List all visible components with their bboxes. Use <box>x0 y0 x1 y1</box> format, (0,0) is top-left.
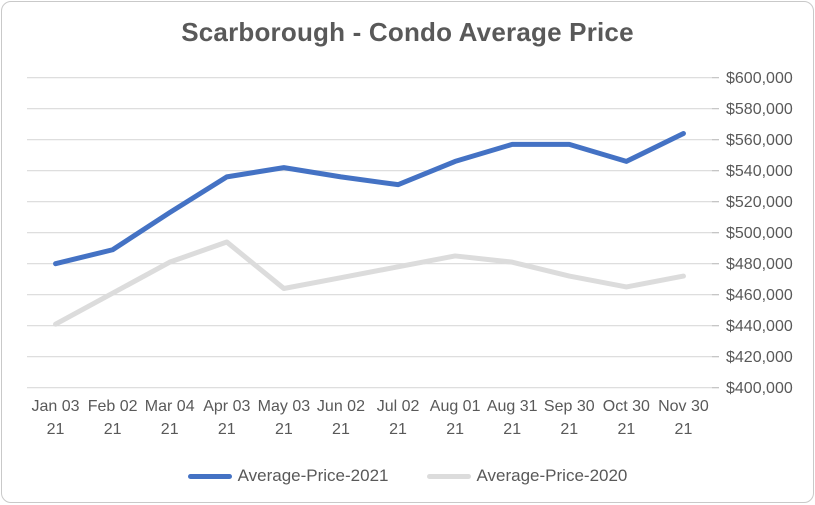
y-tick-label: $520,000 <box>726 194 793 211</box>
x-tick-label-date: Nov 30 <box>658 398 709 415</box>
x-tick-label-date: Feb 02 <box>88 398 138 415</box>
legend-item-2021: Average-Price-2021 <box>187 466 389 486</box>
x-tick-label-date: Sep 30 <box>544 398 595 415</box>
x-tick-label-year: 21 <box>560 421 578 438</box>
y-tick-label: $460,000 <box>726 287 793 304</box>
series-line-average-price-2020 <box>53 239 686 327</box>
x-tick-label-year: 21 <box>675 421 693 438</box>
legend-line-swatch-2021 <box>187 473 232 479</box>
x-tick-label-date: Jan 03 <box>32 398 80 415</box>
y-tick-label: $500,000 <box>726 225 793 242</box>
legend-label-2020: Average-Price-2020 <box>476 466 628 485</box>
chart-title: Scarborough - Condo Average Price <box>181 17 634 47</box>
x-tick-label-year: 21 <box>218 421 236 438</box>
y-tick-label: $540,000 <box>726 163 793 180</box>
x-tick-label-year: 21 <box>389 421 407 438</box>
x-tick-label-date: Mar 04 <box>145 398 195 415</box>
y-tick-label: $580,000 <box>726 101 793 118</box>
x-tick-label-date: May 03 <box>258 398 311 415</box>
y-tick-label: $600,000 <box>726 70 793 87</box>
y-tick-label: $480,000 <box>726 256 793 273</box>
y-tick-label: $560,000 <box>726 132 793 149</box>
x-tick-label-year: 21 <box>161 421 179 438</box>
x-tick-label-year: 21 <box>617 421 635 438</box>
x-tick-label-date: Oct 30 <box>603 398 650 415</box>
series-line-average-price-2021 <box>53 131 686 267</box>
chart-legend: Average-Price-2021 Average-Price-2020 <box>2 466 813 486</box>
x-tick-label-date: Jul 02 <box>377 398 420 415</box>
x-tick-label-date: Jun 02 <box>317 398 365 415</box>
x-tick-label-year: 21 <box>47 421 65 438</box>
y-tick-label: $440,000 <box>726 318 793 335</box>
legend-item-2020: Average-Price-2020 <box>426 466 628 486</box>
legend-label-2021: Average-Price-2021 <box>237 466 389 485</box>
x-tick-label-date: Aug 31 <box>487 398 538 415</box>
x-tick-label-year: 21 <box>503 421 521 438</box>
legend-line-swatch-2020 <box>426 473 471 479</box>
x-tick-label-date: Aug 01 <box>430 398 481 415</box>
y-tick-label: $420,000 <box>726 349 793 366</box>
x-tick-label-year: 21 <box>104 421 122 438</box>
x-tick-label-year: 21 <box>275 421 293 438</box>
x-tick-label-year: 21 <box>446 421 464 438</box>
x-tick-label-year: 21 <box>332 421 350 438</box>
y-tick-label: $400,000 <box>726 380 793 397</box>
x-tick-label-date: Apr 03 <box>203 398 250 415</box>
